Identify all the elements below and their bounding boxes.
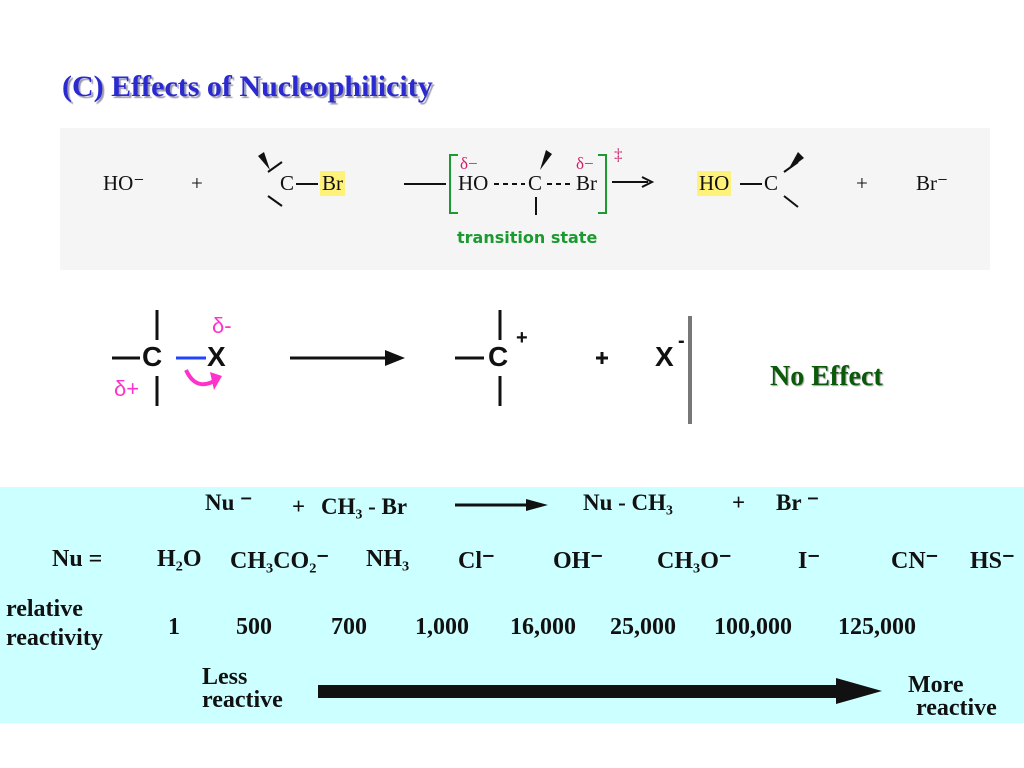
row-label-line: relative [6, 596, 83, 622]
anion: X [655, 341, 674, 372]
reaction-text: Nu ⁻ [205, 490, 253, 515]
product-group: HO [697, 171, 732, 196]
reactivity-value: 500 [236, 614, 272, 640]
scale-label: More reactive [908, 672, 997, 721]
nucleophile: HO⁻ [103, 171, 145, 195]
reactivity-value: 100,000 [714, 614, 792, 640]
nucleophile: Cl⁻ [458, 548, 495, 574]
cation-carbon: C [488, 341, 509, 372]
reactivity-value: 125,000 [838, 614, 916, 640]
plus: + [191, 171, 203, 195]
row-label: relative reactivity [6, 595, 103, 653]
partial-charge: δ+ [114, 376, 140, 401]
partial-charge: δ− [576, 154, 594, 173]
scale-line: reactive [916, 695, 997, 721]
reaction-text: Nu - CH₃ [583, 490, 673, 515]
carbon: C [142, 341, 163, 372]
reaction-text: + [292, 494, 306, 519]
partial-charge: δ- [212, 313, 232, 338]
ts-symbol: ‡ [614, 145, 623, 164]
reactivity-value: 16,000 [510, 614, 576, 640]
arrows [318, 499, 882, 704]
ts-nucleophile: HO [458, 171, 489, 195]
nucleophile: OH⁻ [553, 548, 604, 574]
product-carbon: C [764, 171, 779, 195]
charge: + [516, 327, 528, 349]
plus: + [856, 171, 868, 195]
ts-label: transition state [457, 228, 598, 247]
nucleophile: CH₃CO₂⁻ [230, 548, 330, 574]
reaction-text: Br ⁻ [776, 490, 820, 515]
partial-charge: δ− [460, 154, 478, 173]
nucleophile: H₂O [157, 546, 202, 572]
reactivity-value: 1 [168, 614, 180, 640]
scale-line: reactive [202, 687, 283, 713]
reactivity-value: 1,000 [415, 614, 469, 640]
row-label-line: reactivity [6, 625, 103, 651]
scale-line: More [908, 672, 964, 698]
scale-line: Less [202, 664, 248, 690]
ts-leaving-group: Br [576, 171, 597, 195]
reaction-text: + [732, 490, 746, 515]
ts-carbon: C [528, 171, 543, 195]
leaving-group: Br [320, 171, 345, 196]
scale-label: Less reactive [202, 664, 283, 713]
leaving-group: X [207, 341, 226, 372]
scheme-panel [60, 128, 990, 270]
nucleophile: HS⁻ [970, 548, 1015, 574]
charge: - [678, 330, 685, 352]
bromide: Br⁻ [916, 171, 949, 195]
scheme-lines [112, 150, 804, 424]
nucleophile: I⁻ [798, 548, 821, 574]
note: No Effect [770, 361, 883, 392]
carbon: C [280, 171, 295, 195]
nucleophile: NH₃ [366, 546, 410, 572]
reactivity-value: 25,000 [610, 614, 676, 640]
title: (C) Effects of Nucleophilicity [62, 70, 433, 103]
nucleophile: CN⁻ [891, 548, 939, 574]
nucleophile: CH₃O⁻ [657, 548, 732, 574]
reaction-text: CH₃ - Br [321, 494, 408, 519]
row-label: Nu = [52, 546, 103, 572]
reactivity-value: 700 [331, 614, 367, 640]
